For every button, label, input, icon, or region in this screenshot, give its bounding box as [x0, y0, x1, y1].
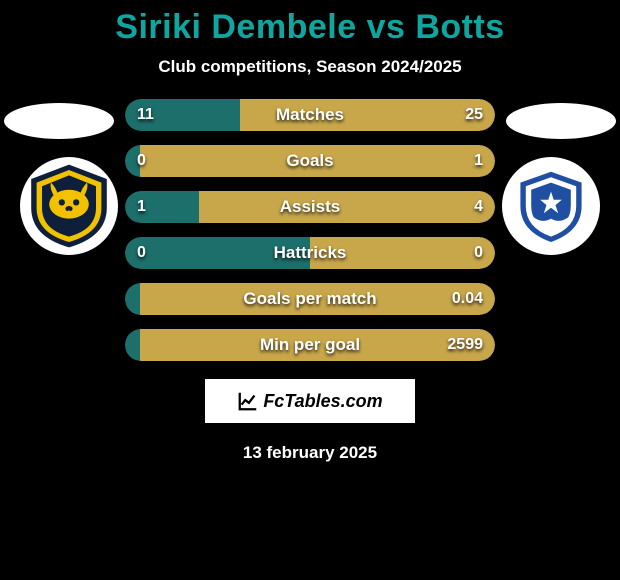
club-badge-left — [20, 157, 118, 255]
stat-label: Goals per match — [125, 283, 495, 315]
comparison-card: Siriki Dembele vs Botts Club competition… — [0, 0, 620, 463]
stat-row: 01Goals — [125, 145, 495, 177]
stat-label: Min per goal — [125, 329, 495, 361]
portsmouth-crest-icon — [506, 161, 596, 251]
stats-icon — [237, 390, 259, 412]
vs-text: vs — [367, 8, 406, 46]
player2-name: Botts — [415, 8, 504, 46]
stat-label: Matches — [125, 99, 495, 131]
stat-row: 00Hattricks — [125, 237, 495, 269]
page-title: Siriki Dembele vs Botts — [0, 8, 620, 47]
club-badge-right — [502, 157, 600, 255]
date-line: 13 february 2025 — [0, 443, 620, 463]
right-ellipse — [506, 103, 616, 139]
stat-rows: 1125Matches 01Goals 14Assists 00Hattricks 0.… — [125, 99, 495, 361]
brand-box[interactable]: FcTables.com — [205, 379, 415, 423]
brand-text: FcTables.com — [237, 390, 382, 412]
stat-row: 14Assists — [125, 191, 495, 223]
oxford-crest-icon — [24, 161, 114, 251]
stats-area: 1125Matches 01Goals 14Assists 00Hattricks 0.… — [0, 99, 620, 361]
stat-label: Goals — [125, 145, 495, 177]
stat-row: 2599Min per goal — [125, 329, 495, 361]
subtitle: Club competitions, Season 2024/2025 — [0, 57, 620, 77]
stat-label: Hattricks — [125, 237, 495, 269]
player1-name: Siriki Dembele — [115, 8, 356, 46]
stat-row: 0.04Goals per match — [125, 283, 495, 315]
left-ellipse — [4, 103, 114, 139]
stat-row: 1125Matches — [125, 99, 495, 131]
brand-label: FcTables.com — [263, 391, 382, 412]
stat-label: Assists — [125, 191, 495, 223]
